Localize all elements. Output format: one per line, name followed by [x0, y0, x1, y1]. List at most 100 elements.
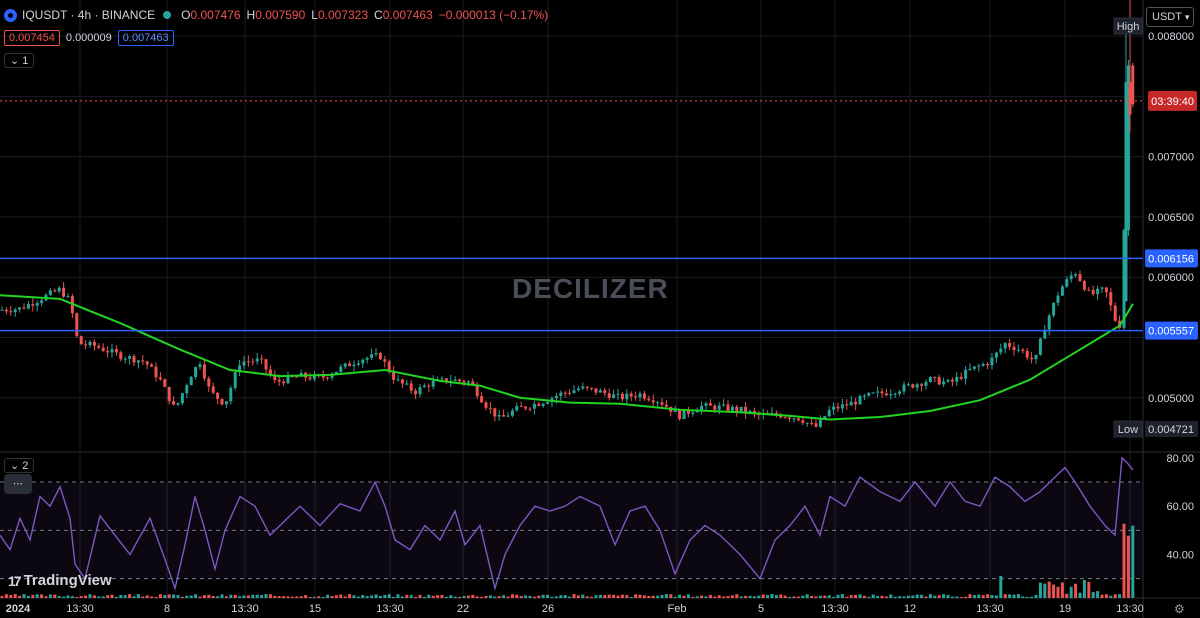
candle [211, 386, 215, 393]
candle [255, 358, 259, 362]
pane1-legend-toggle[interactable]: ⌄ 1 [4, 53, 35, 68]
candle [1038, 338, 1042, 355]
volume-bar [686, 594, 690, 598]
candle [13, 309, 17, 313]
currency-selector[interactable]: USDT ▾ [1146, 7, 1194, 27]
candle [1069, 275, 1073, 280]
volume-bar [928, 594, 932, 598]
candle [585, 386, 589, 388]
candle [185, 385, 189, 394]
volume-bar [295, 596, 299, 598]
candle [515, 406, 519, 411]
volume-bar [506, 596, 510, 598]
time-tick-label: 22 [457, 603, 469, 615]
volume-bar [541, 594, 545, 598]
time-tick-label: 13:30 [976, 603, 1004, 615]
volume-bar [827, 595, 831, 598]
volume-bar [79, 596, 83, 598]
candle [726, 404, 730, 411]
volume-bar [480, 596, 484, 598]
volume-bar [634, 594, 638, 598]
candle [647, 398, 651, 401]
volume-bar [84, 595, 88, 598]
symbol-title[interactable]: IQUSDT · 4h · BINANCE [22, 8, 156, 22]
candle [620, 393, 624, 400]
ohlc-low: 0.007323 [317, 8, 369, 22]
volume-bar [119, 594, 123, 598]
volume-bar [176, 595, 180, 598]
volume-bar [172, 594, 176, 598]
pane2-legend-toggle[interactable]: ⌄ 2 [4, 458, 35, 473]
candle [955, 376, 959, 382]
spike-candle [1128, 81, 1132, 115]
bid-ask-pills: 0.007454 0.000009 0.007463 [4, 30, 174, 46]
price-tick-label: 0.007000 [1148, 152, 1194, 164]
sell-price-pill[interactable]: 0.007454 [4, 30, 60, 46]
candle [453, 379, 457, 381]
candle [871, 392, 875, 394]
volume-bar [273, 595, 277, 598]
volume-bar [1034, 594, 1038, 598]
low-marker: Low [1118, 424, 1138, 436]
rsi-tick-label: 80.00 [1166, 453, 1194, 465]
time-tick-label: 19 [1059, 603, 1071, 615]
volume-bar [924, 596, 928, 598]
volume-bar [277, 596, 281, 598]
volume-bar [774, 595, 778, 598]
candle [229, 387, 233, 402]
countdown-bg [1148, 90, 1197, 111]
volume-bar [933, 595, 937, 598]
candle [282, 381, 286, 384]
volume-bar [937, 595, 941, 598]
candle [458, 379, 462, 382]
symbol-legend: IQUSDT · 4h · BINANCE O 0.007476 H 0.00759… [4, 8, 554, 22]
candle [79, 336, 83, 345]
tradingview-logo[interactable]: 17 TradingView [8, 572, 112, 589]
candle [990, 357, 994, 366]
volume-bars [0, 523, 1135, 598]
volume-bar [101, 596, 105, 598]
volume-bar [550, 596, 554, 598]
volume-bar [744, 595, 748, 598]
volume-bar [1012, 594, 1016, 598]
volume-bar [282, 596, 286, 598]
ohlc-change: −0.000013 (−0.17%) [438, 8, 549, 22]
volume-bar [0, 596, 4, 598]
volume-bar [950, 596, 954, 598]
candle [893, 393, 897, 395]
volume-bar [163, 595, 167, 598]
candle [40, 300, 44, 304]
iq-coin-icon [4, 8, 17, 22]
volume-bar [902, 596, 906, 598]
more-options-button[interactable]: ∙∙∙ [4, 474, 32, 494]
volume-bar [180, 596, 184, 598]
candle [1122, 230, 1126, 328]
buy-price-pill[interactable]: 0.007463 [117, 30, 174, 46]
volume-bar [202, 595, 206, 598]
volume-bar [502, 595, 506, 598]
volume-bar [431, 595, 435, 598]
volume-bar [216, 596, 220, 598]
candle [598, 390, 602, 393]
volume-bar [1078, 592, 1082, 598]
volume-bar [752, 596, 756, 598]
volume-bar [1113, 594, 1117, 598]
candle [651, 400, 655, 403]
volume-bar [321, 596, 325, 598]
candle [801, 420, 805, 423]
volume-bar [1021, 596, 1025, 598]
candle [374, 353, 378, 355]
settings-icon[interactable]: ⚙ [1174, 602, 1185, 616]
candle [796, 418, 800, 421]
volume-bar [449, 595, 453, 598]
candle [53, 290, 57, 292]
volume-bar [396, 594, 400, 598]
volume-bar [128, 594, 132, 598]
candle [607, 393, 611, 399]
candle [713, 405, 717, 410]
volume-bar [409, 595, 413, 598]
candle [339, 366, 343, 372]
candle [1056, 295, 1060, 303]
candle [361, 359, 365, 364]
